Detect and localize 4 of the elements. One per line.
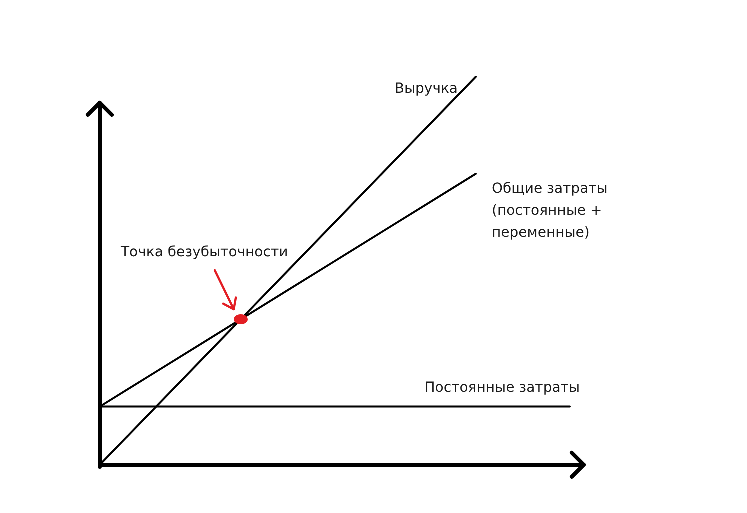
- series-label: Общие затраты (постоянные + переменные): [492, 181, 608, 241]
- annotation: Точка безубыточности: [120, 244, 288, 260]
- series-label: Постоянные затраты: [424, 380, 580, 396]
- series-label: Выручка: [394, 81, 458, 97]
